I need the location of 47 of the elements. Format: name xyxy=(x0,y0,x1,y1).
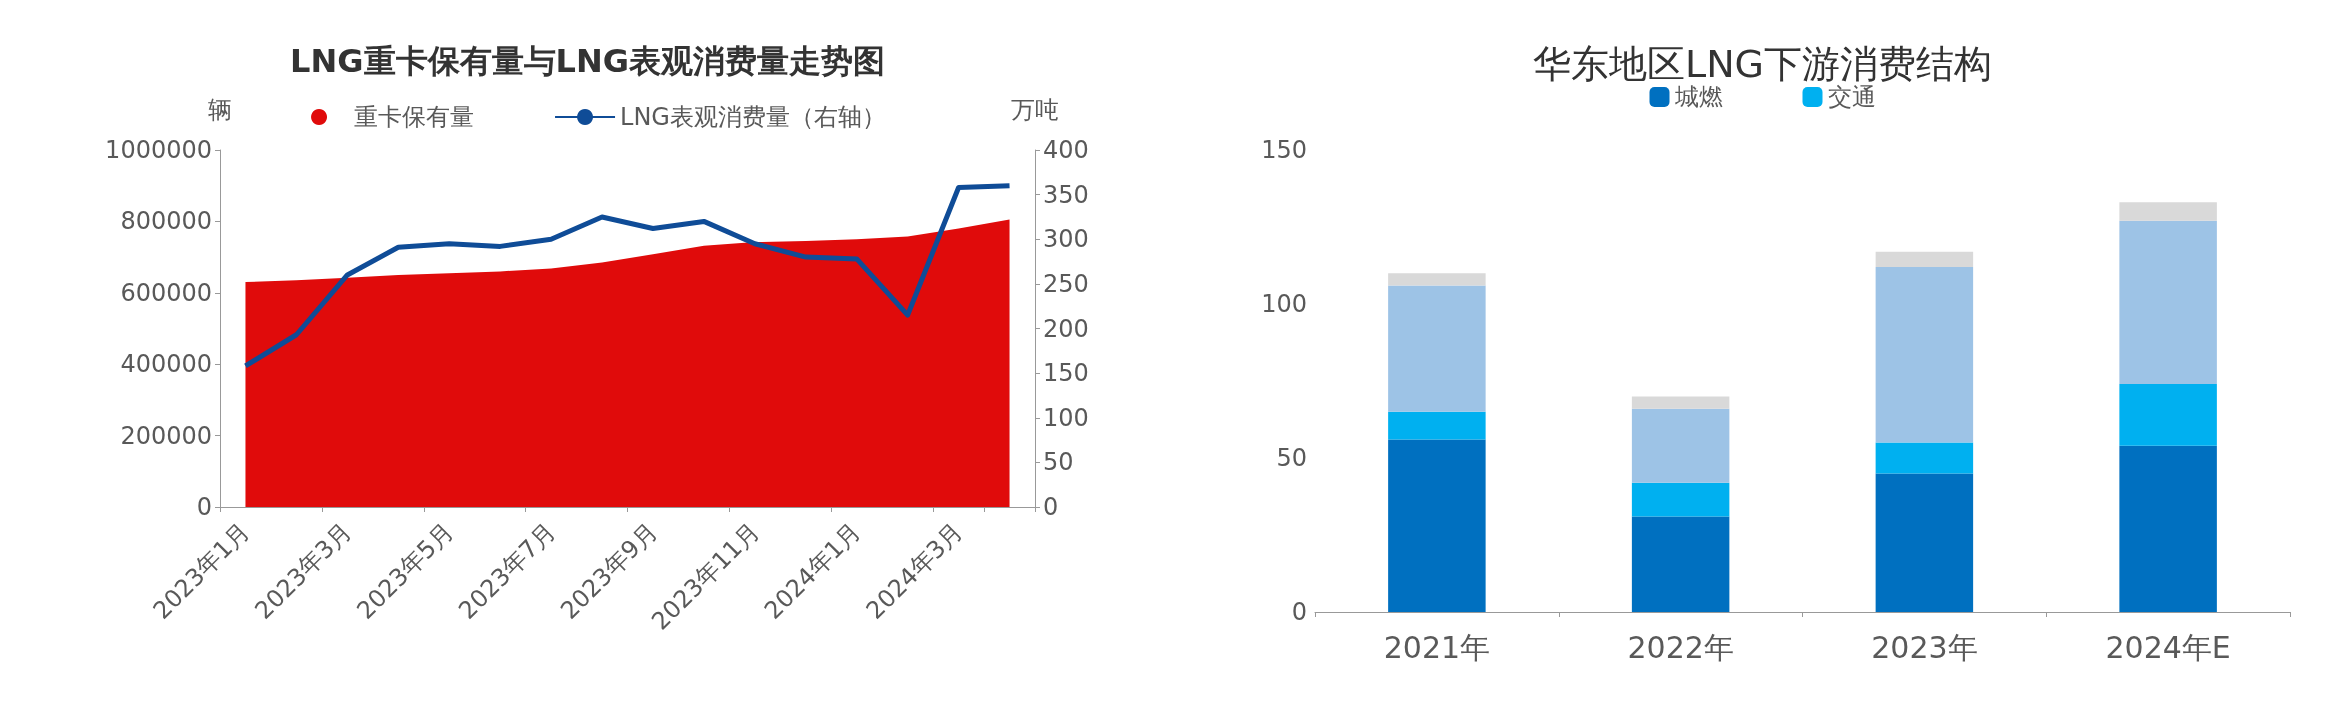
bar xyxy=(1875,251,1974,268)
bar xyxy=(2119,445,2217,612)
bar xyxy=(1631,396,1730,409)
x-tick-label: 2022年 xyxy=(1627,629,1734,665)
y-tick-label: 0 xyxy=(1291,598,1307,626)
x-tick-label: 2023年 xyxy=(1871,629,1978,665)
legend-label: 重卡保有量 xyxy=(354,103,475,131)
x-tick-label: 2021年 xyxy=(1383,629,1491,665)
y2-tick-label: 100 xyxy=(1043,403,1089,432)
y2-axis-title: 万吨 xyxy=(1011,96,1059,124)
bar xyxy=(1388,285,1486,412)
y-tick-label: 0 xyxy=(196,493,212,521)
bar xyxy=(1631,516,1730,612)
y-tick-label: 600000 xyxy=(120,278,212,307)
chart-title: LNG重卡保有量与LNG表观消费量走势图 xyxy=(290,42,885,80)
y-tick-label: 150 xyxy=(1261,136,1307,164)
bar xyxy=(1875,267,1974,443)
y2-tick-label: 350 xyxy=(1043,180,1089,209)
bar xyxy=(1388,439,1486,612)
legend-label: 城燃 xyxy=(1673,83,1723,111)
bar xyxy=(1631,408,1730,483)
y2-tick-label: 250 xyxy=(1043,269,1089,298)
y2-tick-label: 0 xyxy=(1043,493,1059,521)
bar xyxy=(2119,202,2217,221)
y-axis-title: 辆 xyxy=(208,96,232,124)
bar xyxy=(1388,411,1486,440)
legend-label: LNG表观消费量（右轴） xyxy=(620,103,886,131)
x-tick-label: 2024年E xyxy=(2105,629,2231,665)
bar xyxy=(1388,273,1486,286)
y2-tick-label: 150 xyxy=(1043,359,1089,388)
y2-tick-label: 200 xyxy=(1043,314,1089,343)
bar xyxy=(2119,220,2217,385)
bar xyxy=(2119,384,2217,446)
bar xyxy=(1875,473,1974,612)
y-tick-label: 400000 xyxy=(120,350,212,379)
legend-label: 交通 xyxy=(1827,83,1876,111)
y-tick-label: 100 xyxy=(1261,290,1307,318)
y2-tick-label: 400 xyxy=(1043,136,1089,164)
y-tick-label: 1000000 xyxy=(105,136,212,164)
bar xyxy=(1875,442,1974,474)
y-tick-label: 800000 xyxy=(120,207,212,236)
y2-tick-label: 300 xyxy=(1043,225,1089,254)
y-tick-label: 200000 xyxy=(120,421,212,450)
y-tick-label: 50 xyxy=(1276,444,1307,472)
bar xyxy=(1631,482,1730,517)
chart-title: 华东地区LNG下游消费结构 xyxy=(1532,42,1993,86)
y2-tick-label: 50 xyxy=(1043,448,1074,477)
